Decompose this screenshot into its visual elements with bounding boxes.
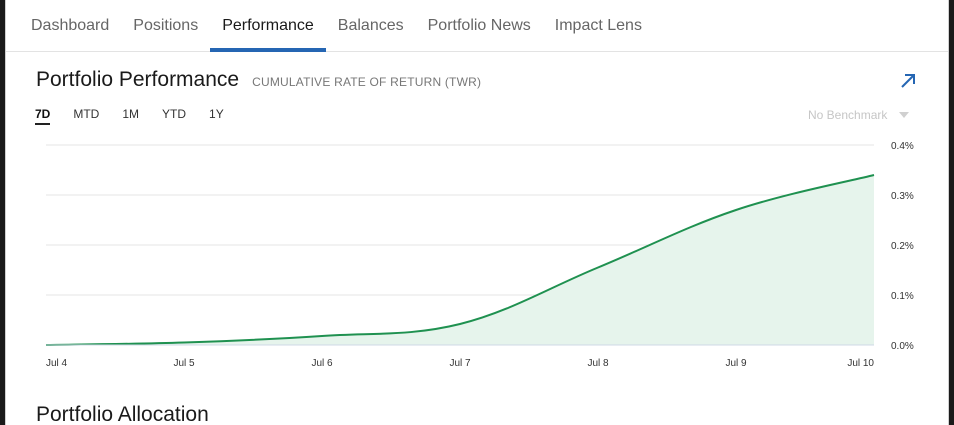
benchmark-dropdown[interactable]: No Benchmark bbox=[808, 108, 910, 122]
area-fill bbox=[46, 175, 874, 345]
panel-header: Portfolio Performance CUMULATIVE RATE OF… bbox=[36, 68, 481, 92]
y-tick-label: 0.4% bbox=[891, 141, 914, 152]
x-tick-label: Jul 8 bbox=[587, 358, 609, 369]
range-mtd[interactable]: MTD bbox=[73, 107, 100, 121]
x-tick-label: Jul 5 bbox=[173, 358, 195, 369]
page-subtitle: CUMULATIVE RATE OF RETURN (TWR) bbox=[252, 75, 482, 89]
page-title: Portfolio Performance bbox=[36, 68, 240, 91]
range-1m[interactable]: 1M bbox=[122, 107, 140, 121]
y-tick-label: 0.0% bbox=[891, 341, 914, 352]
tab-dashboard[interactable]: Dashboard bbox=[31, 17, 110, 34]
tab-portfolio-news[interactable]: Portfolio News bbox=[427, 17, 531, 34]
y-tick-label: 0.1% bbox=[891, 291, 914, 302]
range-ytd[interactable]: YTD bbox=[162, 107, 187, 121]
range-selector: 7D MTD 1M YTD 1Y bbox=[35, 107, 247, 125]
tab-performance[interactable]: Performance bbox=[210, 0, 326, 52]
x-tick-label: Jul 10 bbox=[847, 358, 874, 369]
x-tick-label: Jul 7 bbox=[449, 358, 471, 369]
tab-impact-lens[interactable]: Impact Lens bbox=[554, 17, 642, 34]
x-tick-label: Jul 6 bbox=[311, 358, 333, 369]
arrow-up-right-icon[interactable] bbox=[899, 72, 917, 90]
performance-chart: 0.0% 0.1% 0.2% 0.3% 0.4% Jul 4 Jul 5 Jul 6 Jul 7… bbox=[45, 141, 914, 369]
range-1y[interactable]: 1Y bbox=[209, 107, 224, 121]
tab-bar: Dashboard Positions Performance Balances… bbox=[6, 0, 948, 52]
y-tick-label: 0.2% bbox=[891, 241, 914, 252]
tab-balances[interactable]: Balances bbox=[337, 17, 404, 34]
app-frame: Dashboard Positions Performance Balances… bbox=[5, 0, 949, 425]
benchmark-label: No Benchmark bbox=[808, 108, 888, 122]
tab-positions[interactable]: Positions bbox=[133, 17, 199, 34]
series-line bbox=[45, 174, 875, 346]
x-tick-label: Jul 9 bbox=[725, 358, 747, 369]
caret-down-icon bbox=[899, 112, 910, 118]
section-title-allocation: Portfolio Allocation bbox=[36, 403, 209, 425]
x-tick-label: Jul 4 bbox=[46, 358, 68, 369]
range-7d[interactable]: 7D bbox=[35, 107, 51, 125]
y-tick-label: 0.3% bbox=[891, 191, 914, 202]
